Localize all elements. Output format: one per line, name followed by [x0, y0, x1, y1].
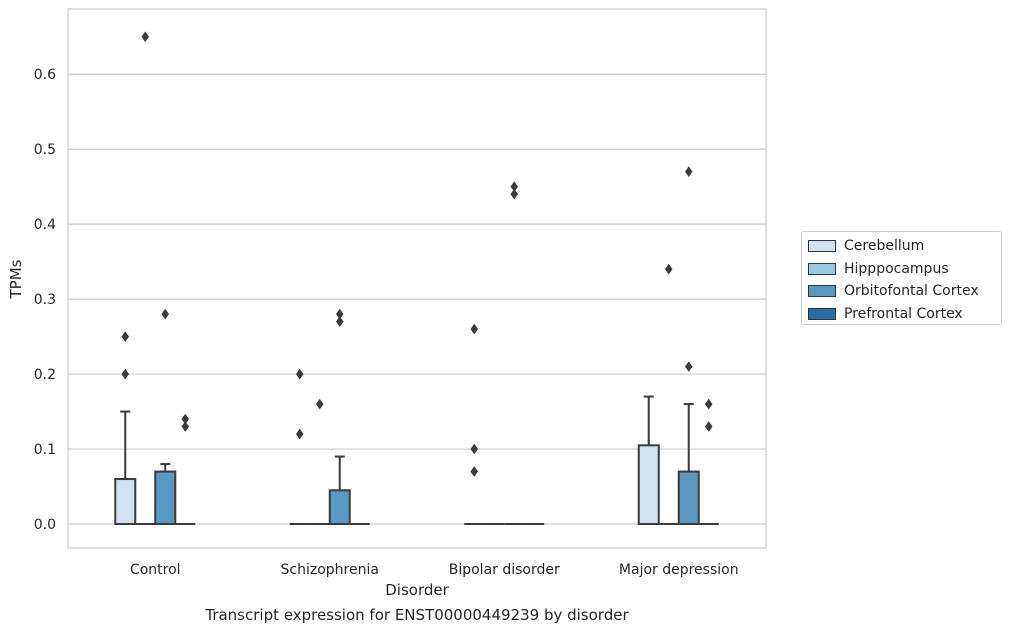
box-group [698, 398, 719, 526]
legend-item-cerebellum: Cerebellum [802, 235, 1001, 258]
legend-swatch [808, 240, 836, 253]
legend-swatch [808, 307, 836, 320]
box-group [175, 413, 196, 526]
grid-lines [68, 73, 766, 525]
y-tick-label: 0.2 [34, 367, 56, 383]
box-group [677, 166, 700, 526]
outlier-point [161, 308, 170, 320]
y-tick-label: 0.5 [34, 142, 56, 158]
legend-label: Hipppocampus [844, 260, 949, 277]
x-axis-label: Disorder [385, 581, 449, 599]
x-tick-label: Schizophrenia [281, 562, 379, 578]
outlier-point [664, 263, 673, 275]
legend-label: Orbitofontal Cortex [844, 283, 979, 300]
box-group [114, 331, 137, 526]
outlier-point [704, 398, 713, 410]
legend-item-hippocampus: Hipppocampus [802, 258, 1001, 281]
x-tick-label: Bipolar disorder [449, 562, 560, 578]
y-axis-label: TPMs [7, 259, 25, 299]
legend-label: Prefrontal Cortex [844, 305, 963, 322]
box-group [135, 31, 156, 526]
outlier-point [470, 466, 479, 477]
box [154, 470, 177, 526]
box [328, 489, 351, 526]
legend-swatch [808, 285, 836, 298]
legend-item-prefrontal-cortex: Prefrontal Cortex [802, 303, 1001, 326]
plot-frame [67, 8, 767, 549]
outlier-point [141, 31, 150, 43]
y-tick-label: 0.3 [34, 292, 56, 308]
y-tick-label: 0.6 [34, 67, 56, 83]
outlier-point [181, 413, 190, 425]
x-tick-labels: Control Schizophrenia Bipolar disorder Majo… [130, 562, 739, 578]
outlier-point [295, 428, 304, 440]
x-tick-label: Control [130, 562, 181, 578]
outlier-point [510, 188, 519, 200]
y-tick-labels: 0.0 0.1 0.2 0.3 0.4 0.5 0.6 [34, 67, 56, 533]
outlier-point [704, 421, 713, 432]
outlier-point [315, 398, 324, 410]
outlier-point [510, 181, 519, 193]
box [637, 444, 660, 526]
box-group [309, 398, 330, 526]
outlier-point [335, 308, 344, 320]
box [114, 478, 137, 526]
outlier-point [181, 421, 190, 432]
box-group [504, 181, 525, 526]
box-group [328, 308, 351, 526]
outlier-point [684, 361, 693, 373]
outlier-point [121, 368, 130, 380]
box-group [154, 308, 177, 526]
x-tick-label: Major depression [619, 562, 739, 578]
legend-item-orbitofrontal-cortex: Orbitofontal Cortex [802, 280, 1001, 303]
box-group [658, 263, 679, 526]
y-tick-label: 0.4 [34, 217, 56, 233]
legend-swatch [808, 262, 836, 275]
box-group [289, 368, 310, 526]
box [677, 470, 700, 526]
legend-label: Cerebellum [844, 238, 925, 255]
outlier-point [335, 316, 344, 328]
y-tick-label: 0.0 [34, 517, 56, 533]
outlier-point [470, 443, 479, 455]
box-group [464, 323, 485, 526]
outlier-point [295, 368, 304, 380]
outlier-point [684, 166, 693, 178]
outlier-point [470, 323, 479, 335]
y-tick-label: 0.1 [34, 442, 56, 458]
boxes-layer [114, 31, 719, 526]
outlier-point [121, 331, 130, 343]
chart-caption: Transcript expression for ENST0000044923… [205, 606, 629, 624]
legend: Cerebellum Hipppocampus Orbitofontal Cor… [801, 231, 1002, 325]
box-group [637, 395, 660, 526]
